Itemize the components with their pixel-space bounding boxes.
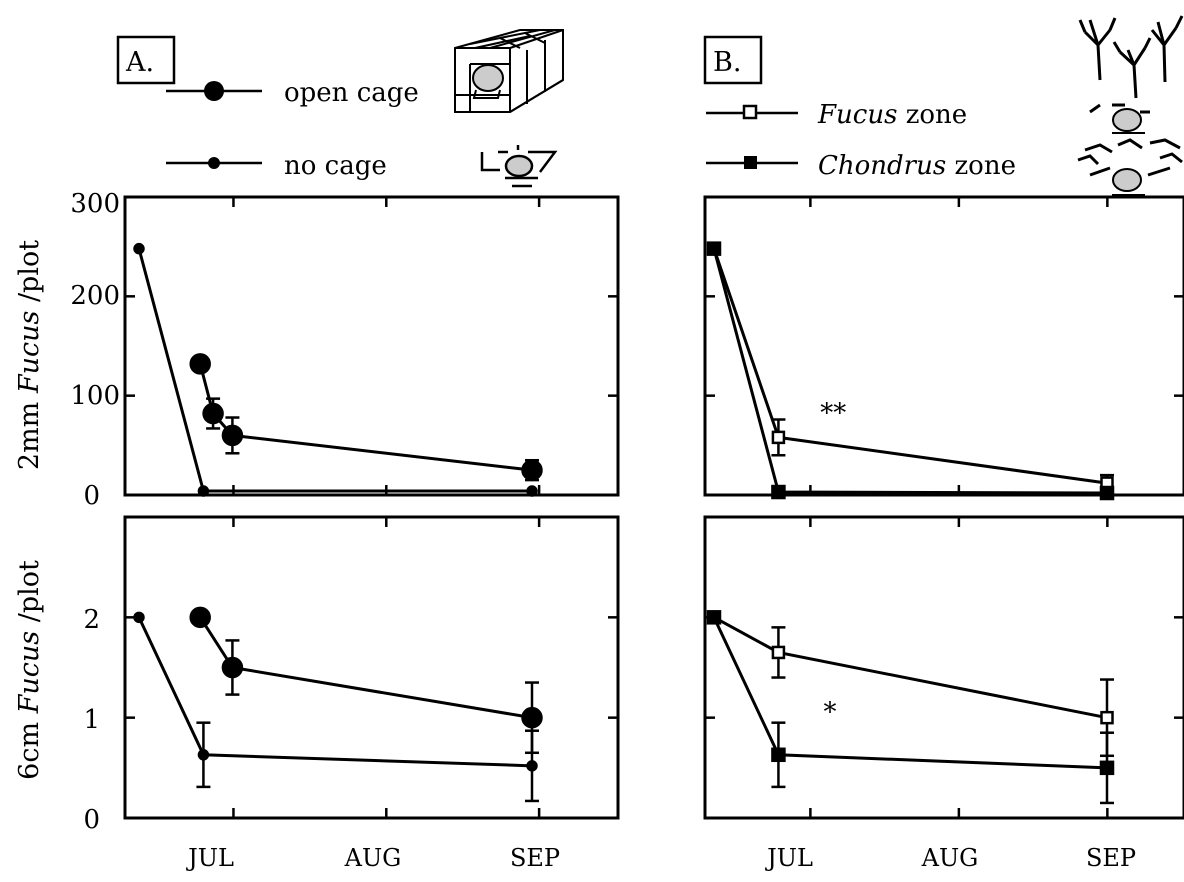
plot-frame bbox=[703, 195, 1184, 497]
y-ticks bbox=[705, 616, 1184, 719]
legend-open-cage-marker bbox=[166, 81, 262, 101]
panel-a-xtick-sep: SEP bbox=[510, 844, 560, 872]
legend-chondrus-zone-label: Chondrus zone bbox=[818, 151, 1016, 181]
plot-frame bbox=[123, 515, 620, 820]
frame-a-top bbox=[123, 195, 620, 497]
data-point bbox=[1100, 710, 1114, 725]
panel-b-letter: B. bbox=[713, 47, 741, 78]
bottom-ylabel: 6cm Fucus /plot bbox=[14, 560, 45, 780]
data-point bbox=[771, 484, 786, 500]
panel-a-letter: A. bbox=[125, 47, 154, 78]
data-point bbox=[221, 656, 244, 679]
legend-open-cage-label: open cage bbox=[284, 78, 419, 108]
frame-a-bottom bbox=[123, 515, 620, 820]
y-ticks bbox=[125, 616, 618, 719]
y-ticks bbox=[125, 295, 618, 397]
data-point bbox=[1099, 760, 1115, 776]
data-point bbox=[197, 485, 210, 497]
data-point bbox=[706, 241, 722, 256]
plot-marker-icon bbox=[480, 145, 558, 188]
panel-a-letter-box: A. bbox=[116, 35, 176, 85]
panel-b-xtick-aug: AUG bbox=[921, 844, 979, 872]
panel-b-xtick-sep: SEP bbox=[1086, 844, 1136, 872]
chart-a-bottom bbox=[133, 606, 543, 803]
data-point bbox=[189, 353, 211, 375]
series-line bbox=[137, 616, 533, 768]
top-ytick-300: 300 bbox=[70, 189, 120, 219]
series-open-cage bbox=[189, 606, 543, 755]
frame-b-bottom bbox=[703, 515, 1184, 820]
panel-a-xtick-aug: AUG bbox=[344, 844, 402, 872]
top-ytick-100: 100 bbox=[70, 381, 120, 411]
data-point bbox=[197, 749, 210, 761]
y-ticks bbox=[705, 295, 1184, 397]
fucus-canopy-icon bbox=[1078, 15, 1184, 134]
top-ytick-0: 0 bbox=[83, 481, 100, 511]
series-line bbox=[198, 616, 533, 720]
data-point bbox=[771, 430, 786, 445]
plot-frame bbox=[123, 195, 620, 497]
chart-b-bottom: * bbox=[706, 610, 1115, 805]
data-point bbox=[133, 242, 145, 255]
data-point bbox=[133, 611, 145, 624]
data-point bbox=[521, 706, 543, 729]
series-chondrus-zone bbox=[706, 610, 1115, 805]
legend-b: Fucus zone Chondrus zone bbox=[706, 15, 1184, 196]
series-chondrus-zone bbox=[706, 241, 1115, 501]
data-point bbox=[521, 459, 543, 481]
open-cage-icon bbox=[454, 29, 564, 113]
data-point bbox=[221, 424, 244, 447]
legend-chondrus-zone-marker bbox=[706, 156, 798, 169]
series-line bbox=[712, 248, 1108, 485]
series-no-cage bbox=[133, 611, 539, 803]
bottom-ytick-1: 1 bbox=[83, 705, 100, 735]
series-line bbox=[712, 616, 1108, 770]
bottom-ytick-2: 2 bbox=[83, 605, 100, 635]
legend-fucus-zone-marker bbox=[706, 104, 798, 120]
frame-b-top bbox=[703, 195, 1184, 497]
chondrus-turf-icon bbox=[1077, 138, 1183, 196]
significance-annotation: ** bbox=[820, 399, 846, 429]
panel-a-xtick-jul: JUL bbox=[185, 844, 234, 872]
series-line bbox=[713, 616, 1108, 720]
data-point bbox=[189, 606, 211, 629]
legend-no-cage-label: no cage bbox=[284, 151, 387, 181]
legend-fucus-zone-label: Fucus zone bbox=[817, 100, 967, 130]
chart-a-top bbox=[133, 242, 543, 497]
chart-b-top: ** bbox=[706, 241, 1115, 501]
data-point bbox=[771, 645, 786, 660]
data-point bbox=[202, 402, 224, 425]
panel-b-letter-box: B. bbox=[703, 35, 763, 85]
data-point bbox=[1099, 485, 1115, 501]
series-line bbox=[198, 363, 533, 472]
data-point bbox=[706, 610, 722, 625]
significance-annotation: * bbox=[824, 698, 837, 728]
series-open-cage bbox=[189, 353, 543, 482]
data-point bbox=[526, 760, 538, 772]
top-ylabel: 2mm Fucus /plot bbox=[14, 240, 45, 470]
legend-a: open cage no cage bbox=[166, 29, 564, 188]
data-point bbox=[771, 747, 786, 763]
panel-b-xtick-jul: JUL bbox=[764, 844, 813, 872]
plot-frame bbox=[703, 515, 1184, 820]
data-point bbox=[526, 485, 538, 497]
series-no-cage bbox=[133, 242, 538, 497]
bottom-ytick-0: 0 bbox=[83, 805, 100, 835]
legend-no-cage-marker bbox=[166, 157, 262, 169]
top-ytick-200: 200 bbox=[70, 281, 120, 311]
